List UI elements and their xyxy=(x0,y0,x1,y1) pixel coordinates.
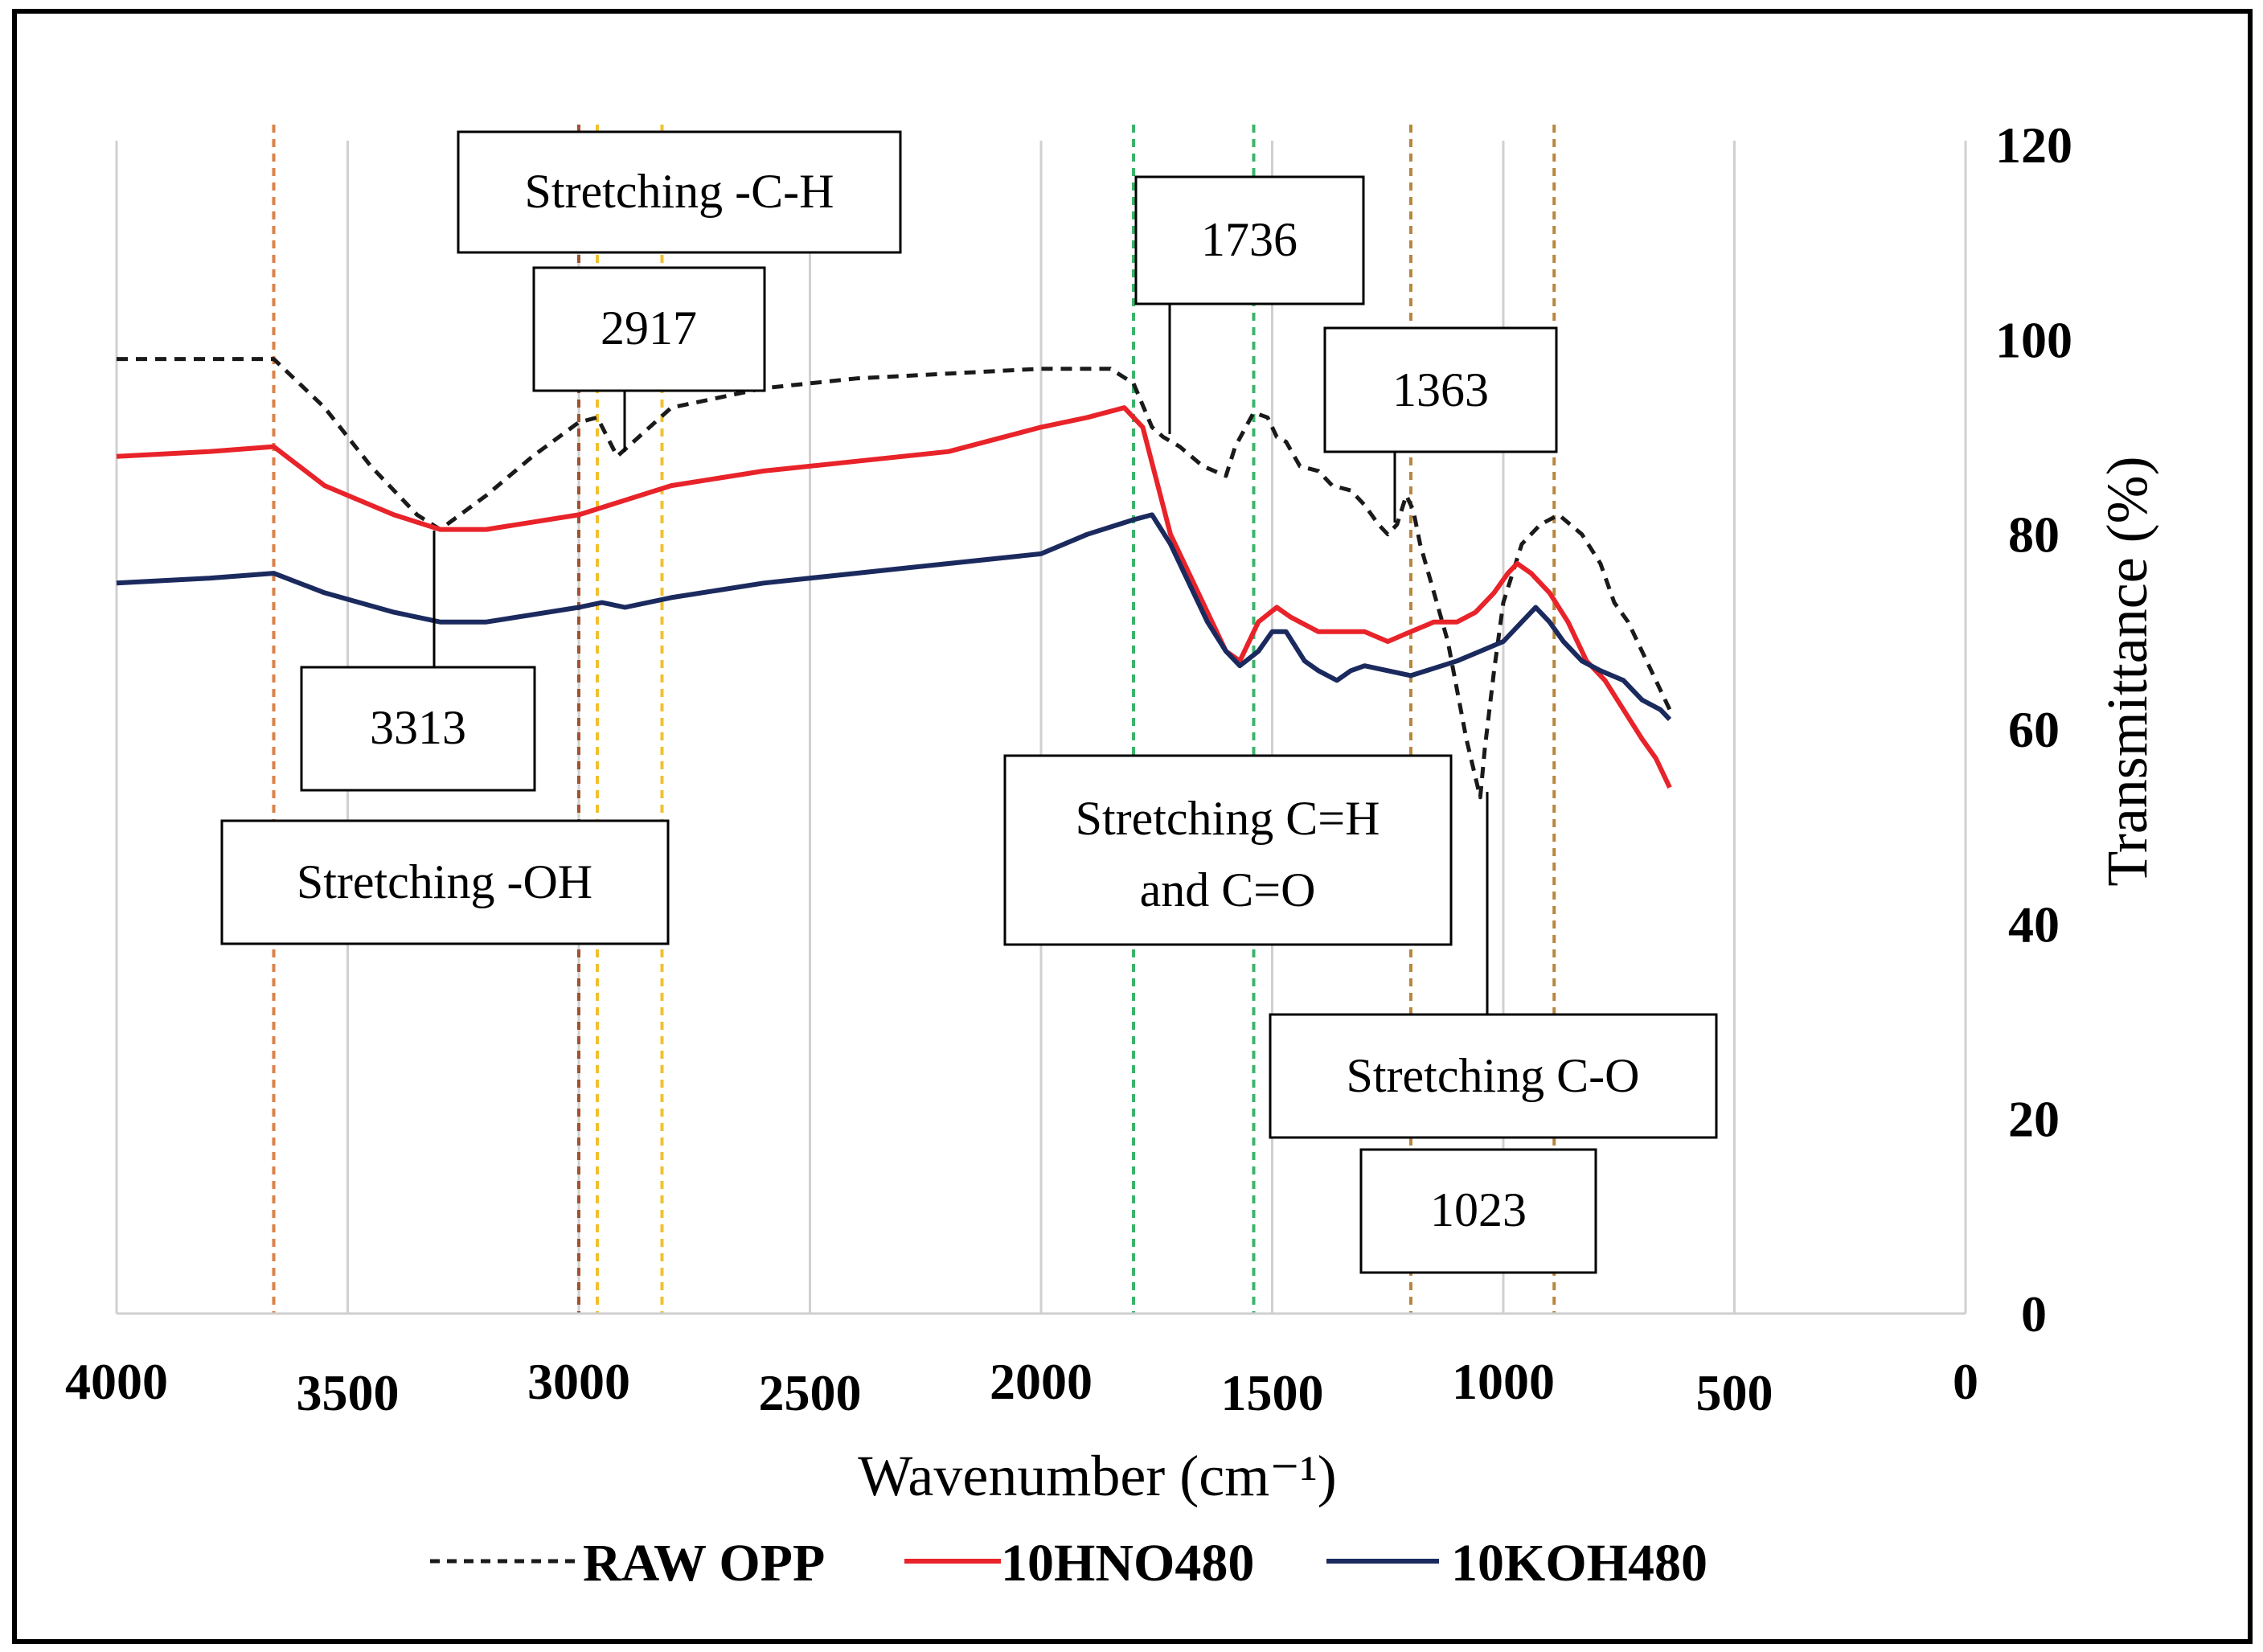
series-line-hno xyxy=(116,405,1672,789)
annotation-box-co-stretch xyxy=(1269,1013,1718,1139)
annotation-text-1363: 1363 xyxy=(1392,363,1489,416)
annotation-ch-co-stretch: Stretching C=H and C=O xyxy=(1003,754,1453,946)
legend-label-raw: RAW OPP xyxy=(583,1534,825,1593)
x-axis-title: Wavenumber (cm⁻¹) xyxy=(858,1444,1337,1508)
x-tick-label-2000: 2000 xyxy=(990,1353,1093,1410)
annotation-text-ch-stretch: Stretching -C-H xyxy=(525,165,834,218)
x-tick-label-3500: 3500 xyxy=(297,1364,400,1421)
series-layer xyxy=(116,357,1672,800)
annotation-box-1363 xyxy=(1323,326,1558,453)
annotation-1363: 1363 xyxy=(1323,326,1558,523)
x-tick-label-1500: 1500 xyxy=(1221,1364,1324,1421)
annotation-text-ch-co-line1: Stretching C=H xyxy=(1076,792,1380,845)
legend-label-koh: 10KOH480 xyxy=(1451,1534,1707,1593)
y-tick-label-40: 40 xyxy=(2008,896,2060,953)
x-tick-label-500: 500 xyxy=(1696,1364,1773,1421)
y-tick-label-0: 0 xyxy=(2021,1285,2047,1343)
y-tick-label-100: 100 xyxy=(1995,311,2072,368)
annotation-text-2917: 2917 xyxy=(601,301,697,355)
x-tick-label-4000: 4000 xyxy=(65,1353,168,1410)
series-line-raw xyxy=(117,357,1672,800)
annotation-box-2917 xyxy=(532,266,766,392)
annotation-box-3313 xyxy=(300,666,536,792)
x-tick-label-1000: 1000 xyxy=(1452,1353,1555,1410)
annotation-box-ch-stretch xyxy=(457,130,902,254)
legend: RAW OPP 10HNO480 10KOH480 xyxy=(430,1534,1707,1593)
x-tick-label-2500: 2500 xyxy=(759,1364,862,1421)
annotation-1736: 1736 xyxy=(1134,175,1365,434)
annotation-text-co-stretch: Stretching C-O xyxy=(1347,1049,1640,1102)
annotation-ch-stretch: Stretching -C-H 2917 xyxy=(457,130,902,452)
axis-ticks: 4000 3500 3000 2500 2000 1500 1000 500 00 20 40 60 8… xyxy=(65,117,2072,1421)
annotation-text-ch-co-line2: and C=O xyxy=(1140,863,1316,916)
y-tick-label-60: 60 xyxy=(2008,701,2060,758)
annotation-co-stretch: Stretching C-O 1023 xyxy=(1269,792,1718,1274)
y-tick-label-80: 80 xyxy=(2008,506,2060,564)
annotation-oh-stretch: 3313 Stretching -OH xyxy=(220,531,670,945)
x-tick-label-0: 0 xyxy=(1953,1353,1978,1410)
series-line-koh xyxy=(116,512,1672,721)
x-tick-label-3000: 3000 xyxy=(527,1353,630,1410)
legend-label-hno: 10HNO480 xyxy=(1001,1534,1254,1593)
annotation-box-1023 xyxy=(1359,1148,1597,1274)
annotation-text-oh-stretch: Stretching -OH xyxy=(297,855,592,908)
annotation-box-1736 xyxy=(1134,175,1365,305)
annotation-text-3313: 3313 xyxy=(370,701,466,754)
y-tick-label-120: 120 xyxy=(1995,117,2072,174)
annotation-box-oh-stretch xyxy=(220,819,670,945)
y-tick-label-20: 20 xyxy=(2008,1091,2060,1148)
annotation-box-ch-co-stretch xyxy=(1003,754,1453,946)
marker-lines xyxy=(272,125,1556,1314)
annotation-text-1023: 1023 xyxy=(1430,1183,1527,1236)
y-axis-title: Transmittance (%) xyxy=(2095,456,2159,886)
annotation-text-1736: 1736 xyxy=(1201,213,1298,266)
